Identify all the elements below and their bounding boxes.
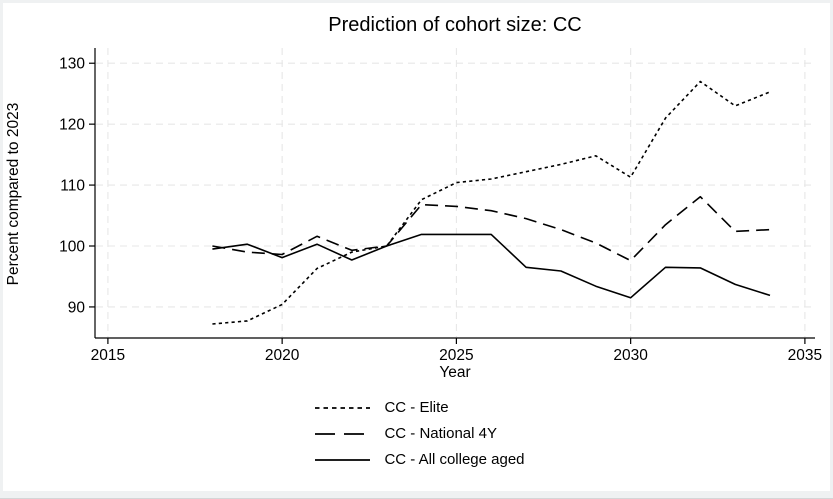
- plot-area: 90 100 110 120 130 2015 2020 2025 2030 2035: [59, 48, 822, 364]
- y-tick-label: 100: [59, 239, 85, 256]
- legend-items: CC - Elite CC - National 4Y CC - All col…: [314, 399, 525, 468]
- legend-item-cc-all-college-aged: CC - All college aged: [314, 451, 525, 468]
- y-tick-label: 120: [59, 117, 85, 134]
- y-axis-title: Percent compared to 2023: [5, 102, 22, 286]
- series-line-cc-all-college-aged: [212, 233, 771, 299]
- y-tick-label: 110: [60, 178, 85, 195]
- legend-label-cc-national-4y: CC - National 4Y: [384, 425, 497, 442]
- legend: CC - Elite CC - National 4Y CC - All col…: [3, 399, 833, 468]
- x-tick-label: 2030: [613, 347, 648, 364]
- dashed-line-icon: [315, 432, 371, 435]
- chart-title: Prediction of cohort size: CC: [328, 14, 582, 36]
- legend-label-cc-all-college-aged: CC - All college aged: [384, 451, 525, 468]
- x-tick-label: 2015: [91, 347, 125, 364]
- x-axis-title: Year: [439, 364, 471, 381]
- solid-line-icon: [315, 458, 371, 461]
- legend-item-cc-elite: CC - Elite: [314, 399, 524, 416]
- series-line-cc-national-4y: [212, 195, 771, 262]
- y-tick-label: 130: [59, 56, 85, 73]
- x-tick-label: 2035: [788, 347, 822, 364]
- x-tick-label: 2025: [439, 347, 473, 364]
- y-tick-label: 90: [68, 299, 86, 316]
- series-line-cc-elite: [212, 80, 771, 325]
- legend-item-cc-national-4y: CC - National 4Y: [314, 425, 524, 442]
- dotted-line-icon: [315, 406, 371, 409]
- legend-label-cc-elite: CC - Elite: [384, 399, 449, 416]
- x-tick-label: 2020: [265, 347, 300, 364]
- chart-surface: 90 100 110 120 130 2015 2020 2025 2030 2035 Predi…: [3, 3, 830, 491]
